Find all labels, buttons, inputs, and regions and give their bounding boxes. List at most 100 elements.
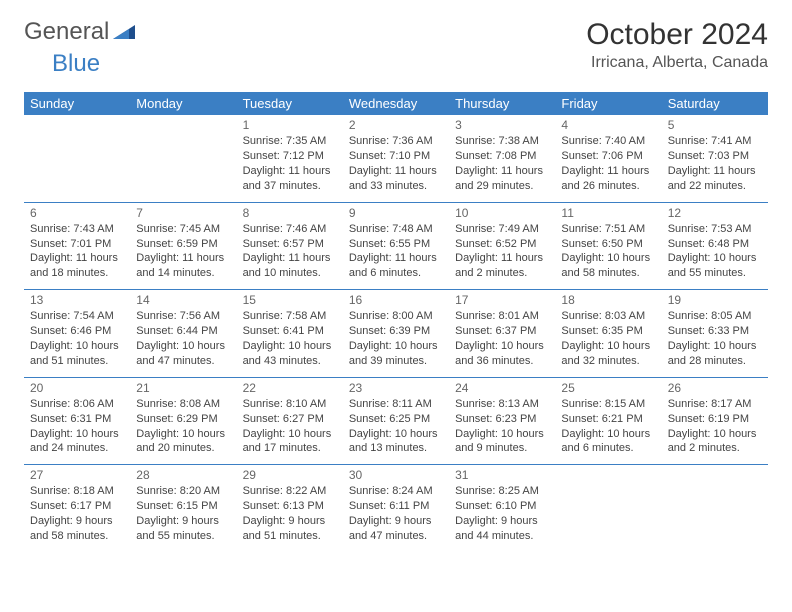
logo-triangle-icon [113, 21, 135, 44]
col-wednesday: Wednesday [343, 92, 449, 115]
sunset-text: Sunset: 6:35 PM [561, 324, 655, 339]
sunrise-text: Sunrise: 8:00 AM [349, 309, 443, 324]
sunrise-text: Sunrise: 8:15 AM [561, 397, 655, 412]
day-cell: 22Sunrise: 8:10 AMSunset: 6:27 PMDayligh… [237, 377, 343, 465]
sunrise-text: Sunrise: 8:25 AM [455, 484, 549, 499]
sunrise-text: Sunrise: 8:03 AM [561, 309, 655, 324]
day-number: 22 [243, 380, 337, 396]
sunrise-text: Sunrise: 8:18 AM [30, 484, 124, 499]
col-tuesday: Tuesday [237, 92, 343, 115]
daylight-text: Daylight: 10 hours and 17 minutes. [243, 427, 337, 457]
sunrise-text: Sunrise: 7:40 AM [561, 134, 655, 149]
daylight-text: Daylight: 11 hours and 10 minutes. [243, 251, 337, 281]
sunset-text: Sunset: 7:03 PM [668, 149, 762, 164]
day-number: 13 [30, 292, 124, 308]
day-number: 14 [136, 292, 230, 308]
daylight-text: Daylight: 10 hours and 6 minutes. [561, 427, 655, 457]
day-cell: 4Sunrise: 7:40 AMSunset: 7:06 PMDaylight… [555, 115, 661, 202]
sunrise-text: Sunrise: 7:35 AM [243, 134, 337, 149]
day-cell: 29Sunrise: 8:22 AMSunset: 6:13 PMDayligh… [237, 465, 343, 552]
day-cell: 6Sunrise: 7:43 AMSunset: 7:01 PMDaylight… [24, 202, 130, 290]
daylight-text: Daylight: 10 hours and 36 minutes. [455, 339, 549, 369]
sunset-text: Sunset: 6:23 PM [455, 412, 549, 427]
day-cell: 15Sunrise: 7:58 AMSunset: 6:41 PMDayligh… [237, 290, 343, 378]
sunrise-text: Sunrise: 7:43 AM [30, 222, 124, 237]
day-header-row: Sunday Monday Tuesday Wednesday Thursday… [24, 92, 768, 115]
daylight-text: Daylight: 11 hours and 37 minutes. [243, 164, 337, 194]
day-cell: 14Sunrise: 7:56 AMSunset: 6:44 PMDayligh… [130, 290, 236, 378]
day-number: 15 [243, 292, 337, 308]
daylight-text: Daylight: 9 hours and 51 minutes. [243, 514, 337, 544]
sunset-text: Sunset: 6:17 PM [30, 499, 124, 514]
sunset-text: Sunset: 6:15 PM [136, 499, 230, 514]
day-cell: 17Sunrise: 8:01 AMSunset: 6:37 PMDayligh… [449, 290, 555, 378]
day-number: 25 [561, 380, 655, 396]
day-cell: 11Sunrise: 7:51 AMSunset: 6:50 PMDayligh… [555, 202, 661, 290]
daylight-text: Daylight: 9 hours and 44 minutes. [455, 514, 549, 544]
sunrise-text: Sunrise: 7:38 AM [455, 134, 549, 149]
day-cell: 23Sunrise: 8:11 AMSunset: 6:25 PMDayligh… [343, 377, 449, 465]
sunrise-text: Sunrise: 7:48 AM [349, 222, 443, 237]
daylight-text: Daylight: 11 hours and 2 minutes. [455, 251, 549, 281]
day-cell: 18Sunrise: 8:03 AMSunset: 6:35 PMDayligh… [555, 290, 661, 378]
sunrise-text: Sunrise: 7:54 AM [30, 309, 124, 324]
daylight-text: Daylight: 11 hours and 14 minutes. [136, 251, 230, 281]
sunset-text: Sunset: 6:31 PM [30, 412, 124, 427]
sunrise-text: Sunrise: 8:24 AM [349, 484, 443, 499]
sunset-text: Sunset: 6:52 PM [455, 237, 549, 252]
day-cell: 28Sunrise: 8:20 AMSunset: 6:15 PMDayligh… [130, 465, 236, 552]
calendar-table: Sunday Monday Tuesday Wednesday Thursday… [24, 92, 768, 552]
day-cell: 20Sunrise: 8:06 AMSunset: 6:31 PMDayligh… [24, 377, 130, 465]
day-cell: 19Sunrise: 8:05 AMSunset: 6:33 PMDayligh… [662, 290, 768, 378]
daylight-text: Daylight: 11 hours and 22 minutes. [668, 164, 762, 194]
sunset-text: Sunset: 6:29 PM [136, 412, 230, 427]
daylight-text: Daylight: 10 hours and 9 minutes. [455, 427, 549, 457]
sunset-text: Sunset: 6:39 PM [349, 324, 443, 339]
month-title: October 2024 [586, 18, 768, 52]
day-cell [555, 465, 661, 552]
sunset-text: Sunset: 6:19 PM [668, 412, 762, 427]
daylight-text: Daylight: 10 hours and 55 minutes. [668, 251, 762, 281]
title-block: October 2024 Irricana, Alberta, Canada [586, 18, 768, 72]
sunset-text: Sunset: 7:06 PM [561, 149, 655, 164]
daylight-text: Daylight: 9 hours and 47 minutes. [349, 514, 443, 544]
day-cell: 25Sunrise: 8:15 AMSunset: 6:21 PMDayligh… [555, 377, 661, 465]
day-cell: 10Sunrise: 7:49 AMSunset: 6:52 PMDayligh… [449, 202, 555, 290]
logo: General [24, 18, 137, 46]
day-number: 18 [561, 292, 655, 308]
day-cell: 13Sunrise: 7:54 AMSunset: 6:46 PMDayligh… [24, 290, 130, 378]
day-number: 2 [349, 117, 443, 133]
day-number: 26 [668, 380, 762, 396]
day-number: 21 [136, 380, 230, 396]
day-cell: 26Sunrise: 8:17 AMSunset: 6:19 PMDayligh… [662, 377, 768, 465]
col-saturday: Saturday [662, 92, 768, 115]
daylight-text: Daylight: 11 hours and 33 minutes. [349, 164, 443, 194]
daylight-text: Daylight: 10 hours and 20 minutes. [136, 427, 230, 457]
daylight-text: Daylight: 9 hours and 58 minutes. [30, 514, 124, 544]
sunset-text: Sunset: 7:12 PM [243, 149, 337, 164]
sunrise-text: Sunrise: 7:53 AM [668, 222, 762, 237]
daylight-text: Daylight: 11 hours and 26 minutes. [561, 164, 655, 194]
daylight-text: Daylight: 10 hours and 24 minutes. [30, 427, 124, 457]
daylight-text: Daylight: 11 hours and 29 minutes. [455, 164, 549, 194]
sunrise-text: Sunrise: 7:46 AM [243, 222, 337, 237]
day-number: 6 [30, 205, 124, 221]
sunset-text: Sunset: 6:59 PM [136, 237, 230, 252]
sunset-text: Sunset: 6:55 PM [349, 237, 443, 252]
sunrise-text: Sunrise: 8:22 AM [243, 484, 337, 499]
sunset-text: Sunset: 7:08 PM [455, 149, 549, 164]
daylight-text: Daylight: 10 hours and 39 minutes. [349, 339, 443, 369]
logo-word-general: General [24, 18, 109, 46]
daylight-text: Daylight: 10 hours and 43 minutes. [243, 339, 337, 369]
day-number: 24 [455, 380, 549, 396]
day-number: 3 [455, 117, 549, 133]
daylight-text: Daylight: 10 hours and 47 minutes. [136, 339, 230, 369]
day-number: 5 [668, 117, 762, 133]
sunset-text: Sunset: 6:27 PM [243, 412, 337, 427]
day-cell: 16Sunrise: 8:00 AMSunset: 6:39 PMDayligh… [343, 290, 449, 378]
sunrise-text: Sunrise: 8:06 AM [30, 397, 124, 412]
col-sunday: Sunday [24, 92, 130, 115]
day-number: 16 [349, 292, 443, 308]
day-cell: 2Sunrise: 7:36 AMSunset: 7:10 PMDaylight… [343, 115, 449, 202]
location: Irricana, Alberta, Canada [586, 54, 768, 72]
